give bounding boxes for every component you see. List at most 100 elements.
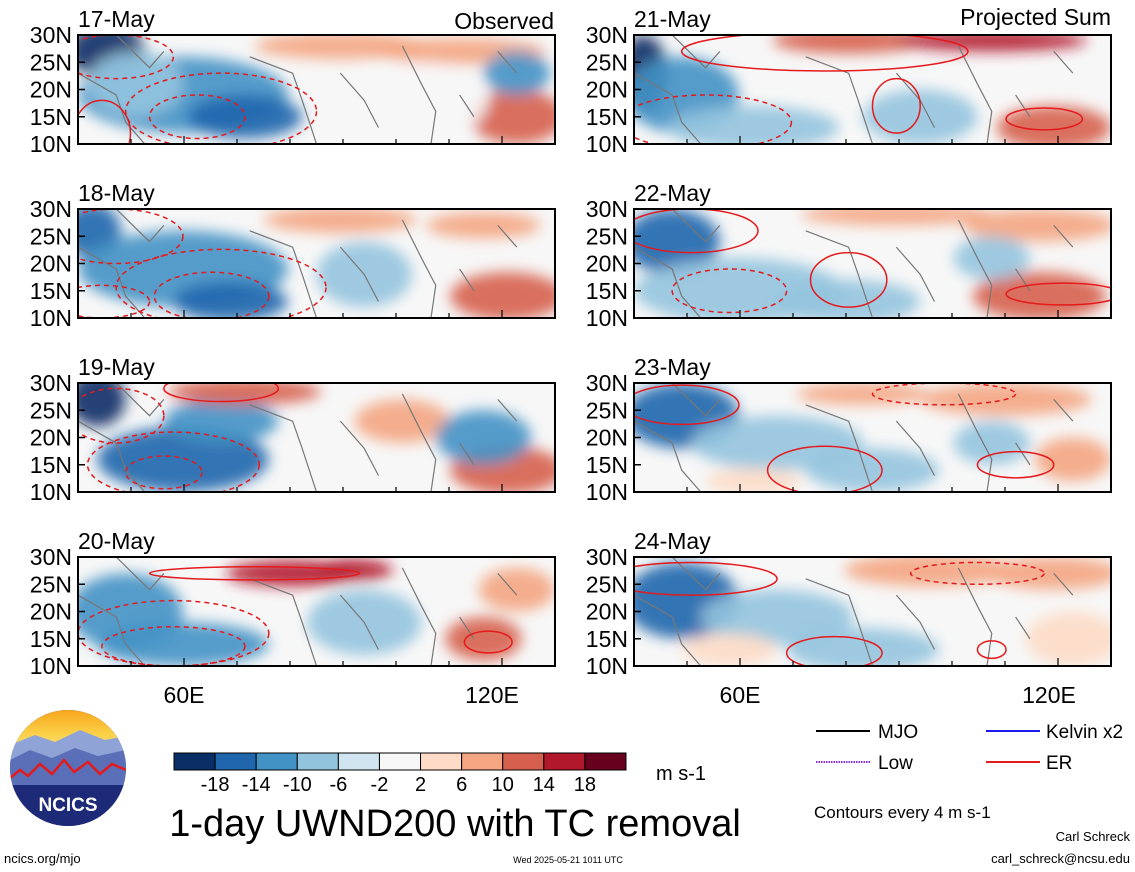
colorbar-swatch [378, 752, 422, 771]
anomaly-shading [800, 209, 992, 226]
y-tick-label: 15N [586, 626, 628, 652]
colorbar-label: 2 [415, 774, 426, 796]
y-tick-label: 20N [30, 425, 72, 451]
colorbar-swatch [543, 752, 586, 771]
y-tick-label: 25N [586, 571, 628, 597]
coastline [78, 557, 518, 666]
anomaly-shading [786, 627, 940, 666]
colorbar-label: -10 [283, 774, 312, 796]
anomaly-shading [354, 399, 451, 443]
anomaly-shading [478, 567, 555, 612]
er-contour [671, 268, 788, 314]
anomaly-shading [796, 383, 930, 405]
x-tick-label: 60E [720, 682, 761, 708]
y-tick-label: 25N [30, 571, 72, 597]
er-contour [909, 561, 1045, 585]
y-tick-label: 30N [30, 544, 72, 570]
x-tick-label: 60E [164, 682, 205, 708]
y-tick-label: 15N [30, 278, 72, 304]
coastline [634, 557, 1074, 666]
column-label-projected: Projected Sum [960, 4, 1111, 30]
er-contour [976, 450, 1055, 479]
er-contour [1005, 107, 1084, 131]
legend-low-label: Low [878, 753, 913, 774]
er-contour [634, 384, 740, 426]
y-tick-label: 25N [30, 397, 72, 423]
anomaly-shading [97, 622, 269, 666]
colorbar-swatch [214, 752, 257, 771]
anomaly-shading [634, 209, 720, 275]
er-contour [78, 35, 175, 80]
y-tick-label: 25N [586, 49, 628, 75]
coastline [634, 209, 1074, 318]
anomaly-shading [700, 589, 854, 645]
y-tick-label: 30N [586, 22, 628, 48]
anomaly-shading [705, 468, 801, 492]
anomaly-shading [426, 212, 541, 239]
er-contour [115, 248, 327, 318]
y-tick-label: 30N [586, 196, 628, 222]
anomaly-shading [681, 633, 778, 666]
colorbar-swatch [420, 752, 463, 771]
er-contour [163, 383, 280, 403]
er-contour [1005, 282, 1111, 306]
anomaly-shading [996, 105, 1111, 144]
y-tick-label: 25N [30, 49, 72, 75]
anomaly-shading [435, 410, 532, 465]
y-tick-label: 10N [30, 305, 72, 331]
anomaly-shading [953, 236, 1030, 280]
er-contour [871, 77, 921, 134]
anomaly-shading [450, 272, 555, 318]
ncics-logo: NCICS [10, 710, 126, 826]
er-contour [976, 640, 1007, 660]
y-tick-label: 10N [30, 653, 72, 679]
anomaly-shading [163, 399, 279, 443]
er-contour [871, 383, 1017, 406]
er-contour [148, 94, 246, 140]
colorbar-label: 14 [533, 774, 555, 796]
y-tick-label: 10N [586, 131, 628, 157]
y-tick-label: 25N [30, 223, 72, 249]
anomaly-shading [805, 448, 940, 492]
anomaly-shading [1025, 611, 1111, 666]
timestamp: Wed 2025-05-21 1011 UTC [513, 855, 623, 865]
colorbar-swatch [502, 752, 545, 771]
er-contour [78, 387, 165, 444]
y-tick-label: 30N [586, 544, 628, 570]
x-tick-label: 120E [1022, 682, 1076, 708]
panel-date-label: 24-May [634, 528, 711, 554]
anomaly-shading [896, 35, 1088, 52]
er-contour [124, 455, 203, 490]
colorbar-swatch [296, 752, 339, 771]
y-tick-label: 30N [30, 370, 72, 396]
er-contour [634, 561, 778, 596]
anomaly-shading [168, 383, 322, 405]
er-contour [153, 271, 270, 318]
y-tick-label: 25N [586, 397, 628, 423]
anomaly-shading [264, 209, 417, 233]
y-tick-label: 20N [586, 251, 628, 277]
anomaly-shading [667, 105, 840, 144]
anomaly-shading [173, 282, 288, 318]
y-tick-label: 15N [30, 104, 72, 130]
coastline [634, 383, 1074, 492]
website-link[interactable]: ncics.org/mjo [4, 851, 81, 866]
panel-date-label: 19-May [78, 354, 155, 380]
colorbar-swatch [255, 752, 298, 771]
anomaly-shading [862, 89, 978, 144]
legend: MJO Kelvin x2 Low ER [816, 722, 1123, 774]
er-contour [680, 35, 969, 72]
er-contour [148, 566, 361, 581]
panel-date-label: 20-May [78, 528, 155, 554]
y-tick-label: 10N [30, 131, 72, 157]
panel-date-label: 22-May [634, 180, 711, 206]
y-tick-label: 20N [30, 599, 72, 625]
anomaly-shading [843, 557, 1016, 587]
legend-kelvin-label: Kelvin x2 [1046, 722, 1123, 743]
